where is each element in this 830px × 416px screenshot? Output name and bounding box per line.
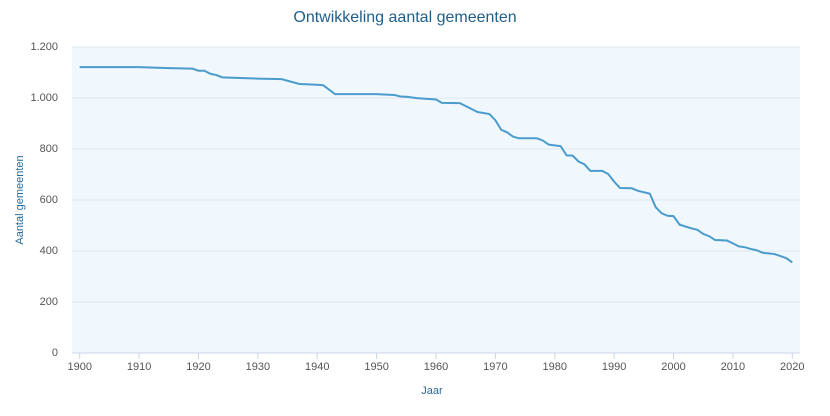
y-tick-label: 0 (52, 347, 58, 359)
x-tick-label: 1960 (424, 361, 448, 373)
x-tick-label: 1940 (305, 361, 329, 373)
x-tick-label: 1980 (543, 361, 567, 373)
y-tick-label: 1.000 (30, 92, 58, 104)
x-tick-label: 2010 (721, 361, 745, 373)
x-tick-label: 1990 (602, 361, 626, 373)
y-tick-label: 1.200 (30, 41, 58, 53)
x-tick-label: 1950 (364, 361, 388, 373)
y-axis-label: Aantal gemeenten (14, 155, 26, 244)
x-axis-label: Jaar (421, 385, 443, 397)
x-tick-label: 1910 (127, 361, 151, 373)
y-tick-label: 200 (40, 296, 58, 308)
x-tick-label: 1970 (483, 361, 507, 373)
x-tick-label: 1930 (246, 361, 270, 373)
line (79, 66, 793, 264)
x-tick-label: 1920 (186, 361, 210, 373)
x-tick-label: 1900 (67, 361, 91, 373)
y-tick-label: 800 (40, 143, 58, 155)
y-tick-label: 400 (40, 245, 58, 257)
chart-title: Ontwikkeling aantal gemeenten (293, 9, 516, 26)
x-tick-label: 2000 (661, 361, 685, 373)
y-tick-label: 600 (40, 194, 58, 206)
x-tick-label: 2020 (780, 361, 804, 373)
